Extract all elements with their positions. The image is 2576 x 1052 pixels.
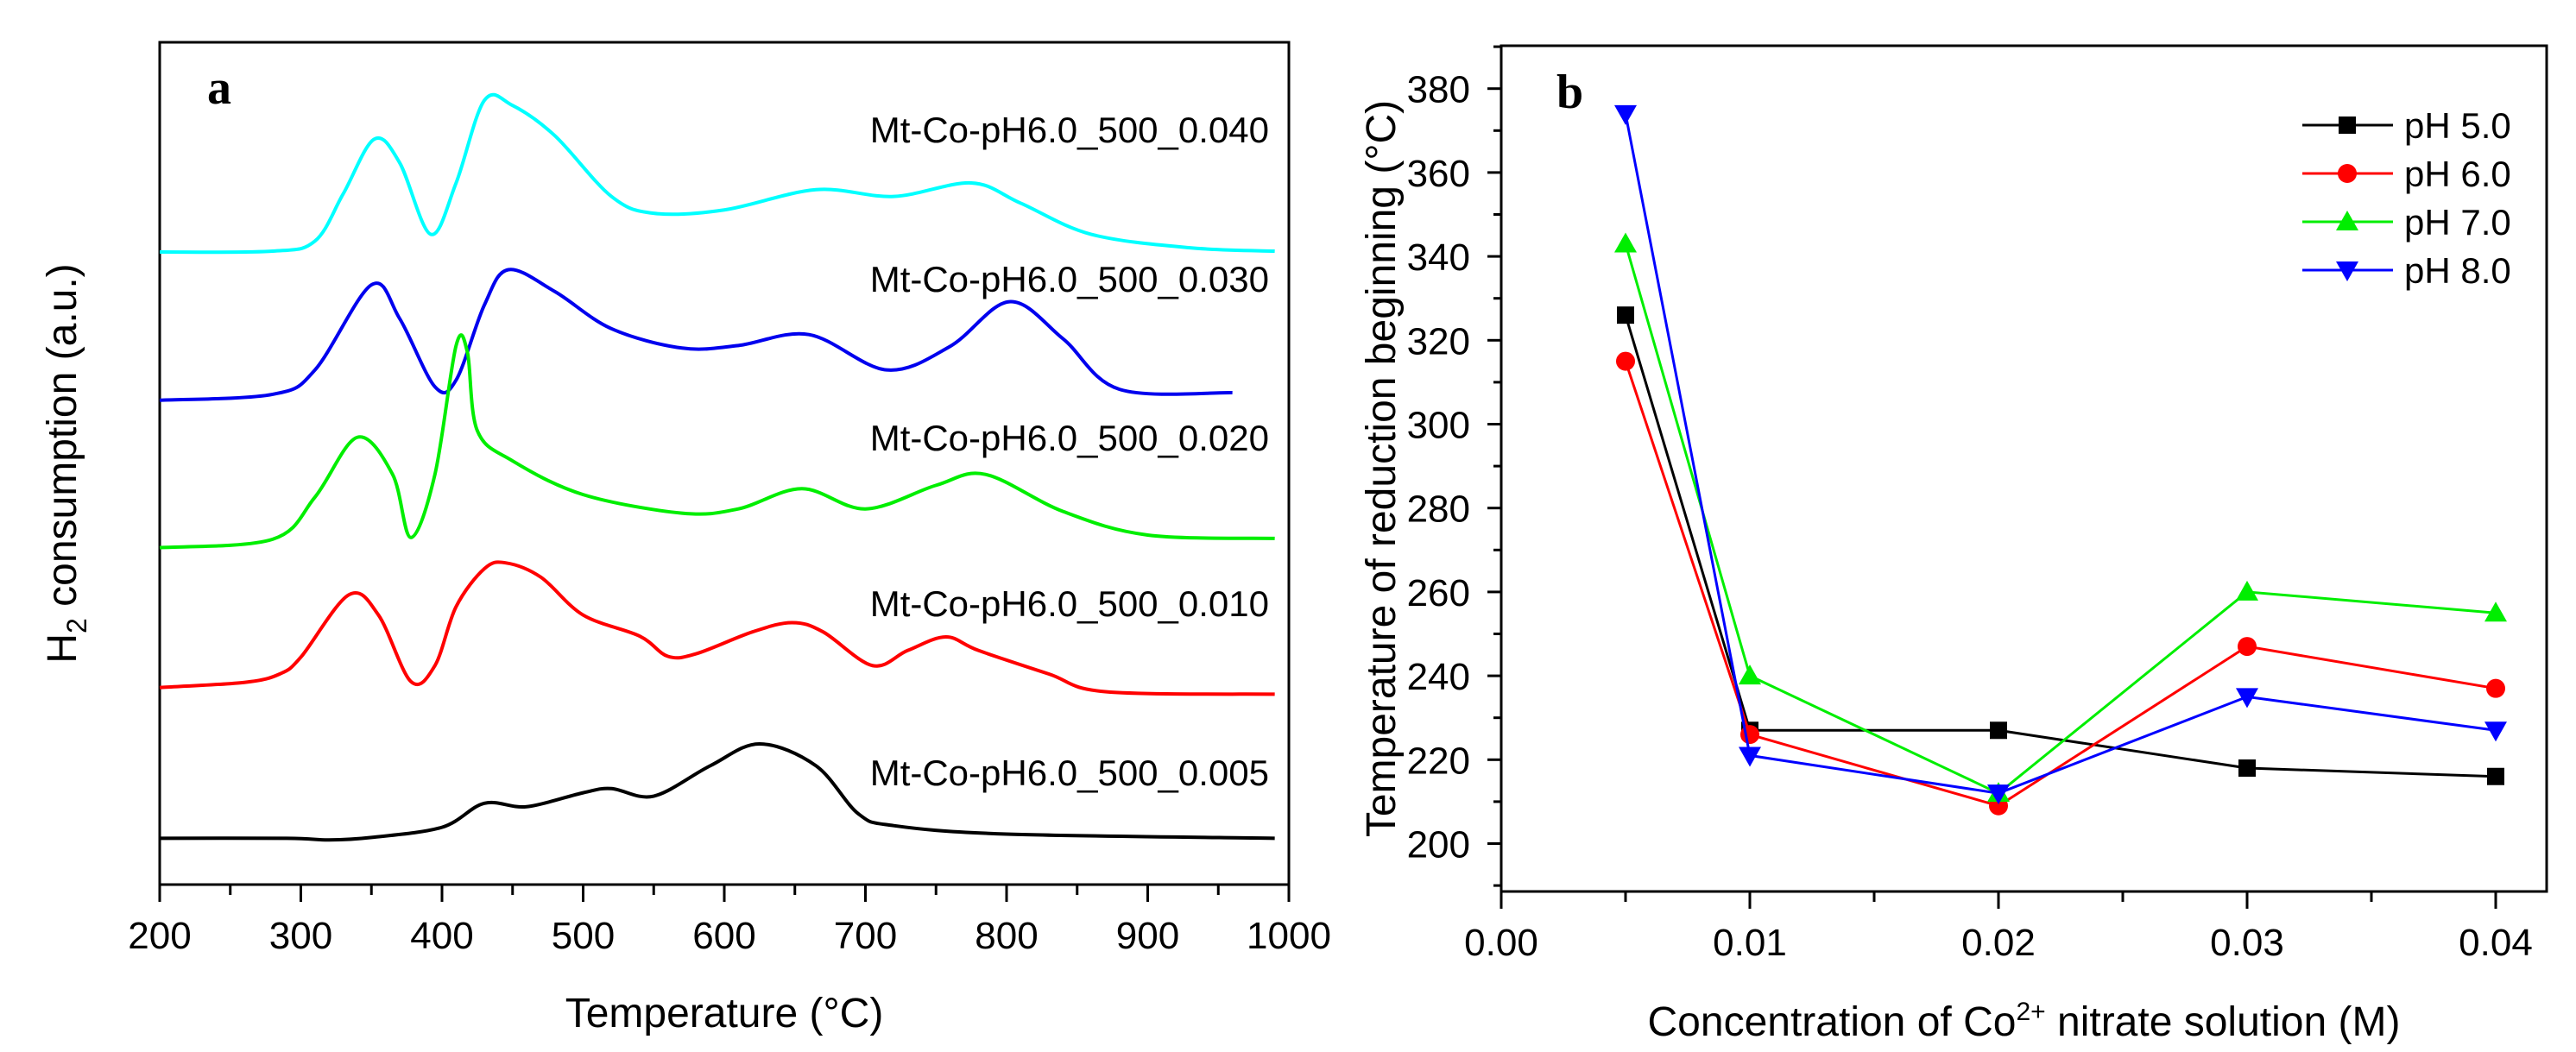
data-point-square [1617,306,1634,324]
curve-label: Mt-Co-pH6.0_500_0.040 [870,110,1269,150]
series-ph-6-0 [1616,351,2505,816]
data-point-triangle-up [1739,665,1761,685]
x-tick-label: 800 [975,915,1038,957]
data-point-square [1990,721,2007,740]
legend-label: pH 8.0 [2404,250,2511,291]
y-axis-title: Temperature of reduction beginning (°C) [1359,100,1405,837]
y-tick-label: 200 [1407,824,1470,866]
plot-frame [1500,44,2548,893]
curve-label: Mt-Co-pH6.0_500_0.020 [870,418,1269,458]
curve-label: Mt-Co-pH6.0_500_0.010 [870,583,1269,624]
data-point-triangle-up [2236,580,2258,601]
x-tick-label: 500 [552,915,615,957]
legend-label: pH 6.0 [2404,154,2511,194]
legend: pH 5.0 pH 6.0 pH 7.0 pH 8.0 [2302,105,2511,291]
panel-a-tpr-profiles: 200 300 400 500 600 700 800 900 1000 Temperature … [40,41,1331,1036]
series-ph-5-0 [1617,306,2504,785]
legend-item: pH 7.0 [2302,202,2511,243]
y-tick-label: 280 [1407,488,1470,531]
x-tick-label: 400 [410,915,473,957]
data-point-triangle-down [1739,746,1761,767]
series-line [1624,314,2497,778]
data-point-circle [2238,637,2257,657]
x-tick-label: 1000 [1247,915,1331,957]
x-tick-label: 600 [692,915,755,957]
series-ph-7-0 [1614,232,2507,803]
tpr-curve [159,92,1275,255]
tpr-curve [159,560,1275,696]
legend-label: pH 5.0 [2404,105,2511,146]
data-point-triangle-up [1614,232,1637,253]
x-tick-label: 700 [834,915,897,957]
tpr-curve [159,268,1233,402]
data-point-triangle-down [2484,721,2507,742]
data-point-triangle-down [1987,784,2010,805]
y-tick-label: 300 [1407,405,1470,447]
curve-label: Mt-Co-pH6.0_500_0.030 [870,259,1269,299]
panel-label: a [207,61,231,115]
curve-label: Mt-Co-pH6.0_500_0.005 [870,753,1269,793]
data-point-triangle-up [2336,211,2358,230]
y-tick-label: 320 [1407,320,1470,362]
data-point-square [2487,767,2504,785]
data-point-circle [1616,351,1635,371]
data-point-circle [2338,164,2357,183]
y-tick-label: 340 [1407,236,1470,279]
legend-label: pH 7.0 [2404,202,2511,243]
data-point-triangle-down [2336,261,2358,281]
y-tick-label: 360 [1407,153,1470,195]
x-axis-title: Concentration of Co2+ nitrate solution (… [1648,998,2401,1045]
data-point-square [2238,759,2256,778]
x-tick-label: 0.02 [1961,922,2036,964]
panel-label: b [1556,66,1583,119]
series-line [1624,243,2497,795]
data-point-triangle-up [2484,602,2507,622]
x-tick-label: 0.04 [2459,922,2533,964]
x-tick-label: 300 [269,915,332,957]
y-axis-title: H2 consumption (a.u.) [40,263,92,663]
y-tick-label: 240 [1407,656,1470,698]
data-point-circle [2486,678,2505,698]
tpr-curve [159,333,1275,550]
data-point-triangle-down [2236,688,2258,709]
x-tick-label: 0.00 [1464,922,1538,964]
legend-item: pH 5.0 [2302,105,2511,146]
x-tick-label: 0.01 [1713,922,1787,964]
x-tick-label: 900 [1116,915,1179,957]
x-tick-label: 0.03 [2210,922,2284,964]
y-tick-label: 260 [1407,572,1470,614]
tpr-curve [159,742,1275,842]
legend-item: pH 6.0 [2302,154,2511,194]
data-point-square [2339,117,2356,134]
x-axis-title: Temperature (°C) [565,991,884,1036]
series-line [1624,113,2497,795]
y-tick-label: 220 [1407,740,1470,782]
x-tick-label: 200 [128,915,191,957]
legend-item: pH 8.0 [2302,250,2511,291]
panel-b-reduction-temperature: 0.00 0.01 0.02 0.03 0.04 200 220 240 260 280 300 32… [1359,44,2548,1045]
data-point-triangle-down [1614,104,1637,125]
y-tick-label: 380 [1407,69,1470,111]
series-ph-8-0 [1614,104,2507,805]
